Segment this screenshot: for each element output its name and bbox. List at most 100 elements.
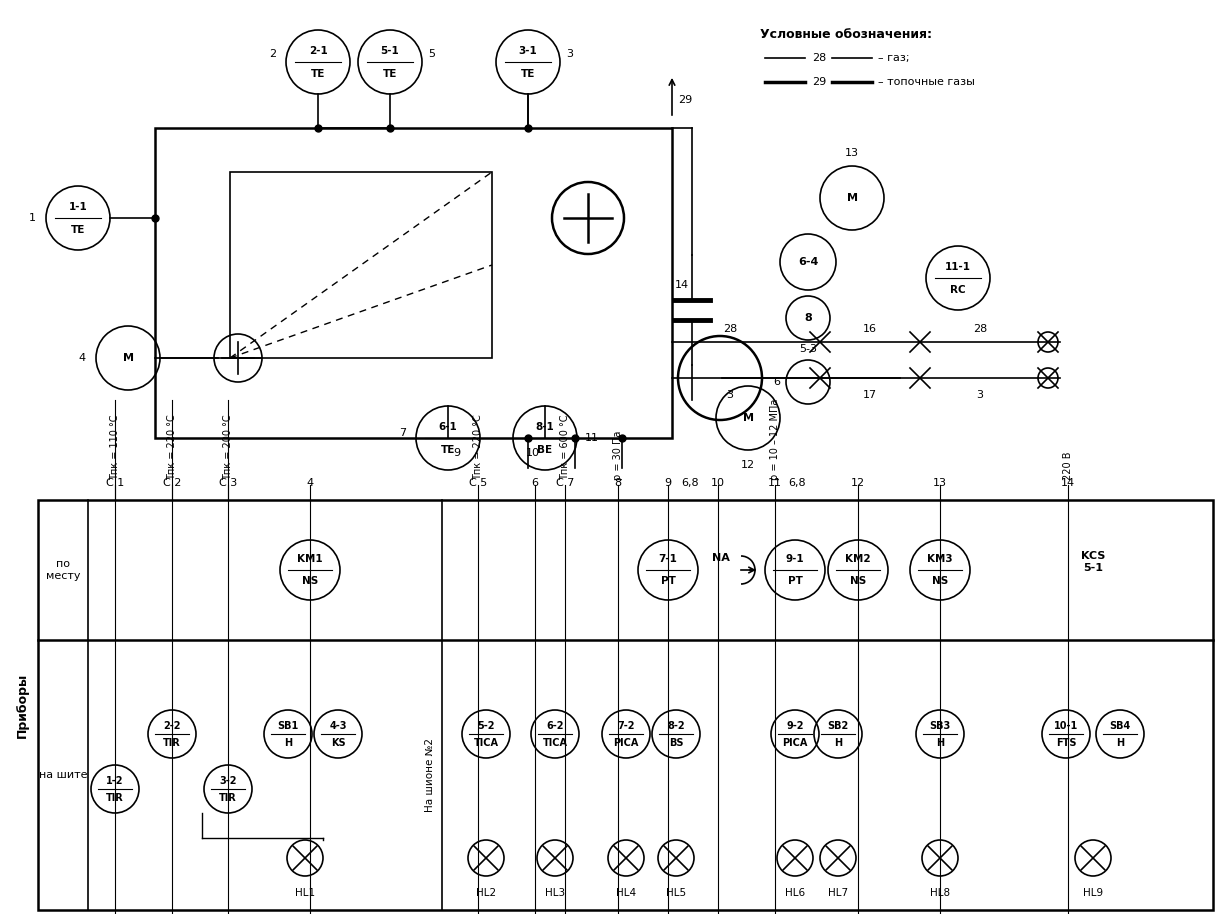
Text: – газ;: – газ; [877,53,909,63]
Text: 1-2: 1-2 [106,776,123,786]
Text: BS: BS [668,739,683,749]
Bar [155,128,672,438]
Text: 8-2: 8-2 [667,720,684,730]
Text: HL7: HL7 [829,888,848,898]
Text: 12: 12 [851,478,865,488]
Text: 10: 10 [711,478,725,488]
Text: H: H [936,739,945,749]
Text: H: H [833,739,842,749]
Text: TE: TE [310,69,325,80]
Text: BE: BE [538,445,552,455]
Text: 28: 28 [973,324,987,334]
Text: HL9: HL9 [1083,888,1103,898]
Text: 10-1: 10-1 [1053,720,1078,730]
Text: TIR: TIR [106,793,123,803]
Text: 3-2: 3-2 [219,776,237,786]
Text: 6-2: 6-2 [546,720,563,730]
Text: 11-1: 11-1 [945,261,971,271]
Text: TICA: TICA [473,739,499,749]
Text: 11: 11 [767,478,782,488]
Text: 10: 10 [525,448,540,458]
Text: – топочные газы: – топочные газы [877,77,975,87]
Text: 6,8: 6,8 [681,478,699,488]
Text: Tпк = 600 °C: Tпк = 600 °C [560,415,569,480]
Text: RC: RC [951,285,965,295]
Text: 3: 3 [976,390,984,400]
Text: Условные обозначения:: Условные обозначения: [760,28,932,41]
Text: Tпк = 110 °C: Tпк = 110 °C [110,415,120,480]
Text: 6-4: 6-4 [798,257,819,267]
Text: 220 В: 220 В [1063,452,1073,480]
Text: 8: 8 [615,478,622,488]
Text: TIR: TIR [219,793,237,803]
Text: C 3: C 3 [219,478,237,488]
Text: TICA: TICA [543,739,567,749]
Text: Tпк = 200 °C: Tпк = 200 °C [222,414,233,480]
Bar [38,500,1213,910]
Text: 8: 8 [804,313,811,323]
Text: HL5: HL5 [666,888,686,898]
Text: 1-1: 1-1 [68,202,88,212]
Text: C 1: C 1 [106,478,125,488]
Text: 2-1: 2-1 [309,46,327,56]
Text: 9-2: 9-2 [786,720,804,730]
Text: NS: NS [932,577,948,587]
Text: 11: 11 [585,433,599,443]
Text: NS: NS [849,577,866,587]
Text: 4: 4 [307,478,314,488]
Text: 7-2: 7-2 [617,720,634,730]
Text: 5: 5 [428,49,435,59]
Text: 6-1: 6-1 [439,421,457,431]
Text: 9: 9 [453,448,461,458]
Text: 3: 3 [566,49,573,59]
Text: C 2: C 2 [163,478,181,488]
Text: KS: KS [331,739,346,749]
Text: 2: 2 [269,49,276,59]
Text: PT: PT [661,577,676,587]
Text: 3: 3 [727,390,733,400]
Text: 5-3: 5-3 [799,344,818,354]
Text: по
месту: по месту [45,559,81,580]
Text: TIR: TIR [163,739,181,749]
Text: 7-1: 7-1 [659,555,677,565]
Text: 28: 28 [723,324,737,334]
Text: 3-1: 3-1 [518,46,538,56]
Text: HL8: HL8 [930,888,949,898]
Text: NA: NA [712,553,730,563]
Text: Tпк = 220 °C: Tпк = 220 °C [167,414,177,480]
Text: 6: 6 [774,377,780,387]
Text: TE: TE [441,445,455,455]
Text: 9-1: 9-1 [786,555,804,565]
Text: 6: 6 [532,478,539,488]
Text: SB4: SB4 [1110,720,1130,730]
Text: FTS: FTS [1056,739,1077,749]
Text: TE: TE [71,225,86,235]
Bar [230,172,492,358]
Text: HL3: HL3 [545,888,565,898]
Text: KM3: KM3 [927,555,953,565]
Text: SB1: SB1 [277,720,298,730]
Text: 9: 9 [665,478,672,488]
Text: 17: 17 [863,390,877,400]
Text: p = 30 Па: p = 30 Па [613,430,623,480]
Text: На шионе №2: На шионе №2 [425,738,435,812]
Text: PICA: PICA [782,739,808,749]
Text: KM2: KM2 [846,555,871,565]
Text: HL2: HL2 [475,888,496,898]
Text: HL6: HL6 [785,888,805,898]
Text: 13: 13 [934,478,947,488]
Text: 28: 28 [811,53,826,63]
Text: TE: TE [382,69,397,80]
Text: NS: NS [302,577,318,587]
Text: M: M [122,353,133,363]
Text: 14: 14 [1061,478,1075,488]
Text: 7: 7 [398,428,406,438]
Text: SB3: SB3 [930,720,951,730]
Text: TE: TE [521,69,535,80]
Text: HL1: HL1 [295,888,315,898]
Text: 4-3: 4-3 [329,720,347,730]
Text: 5-1: 5-1 [380,46,400,56]
Text: 29: 29 [678,95,692,105]
Text: C 7: C 7 [556,478,574,488]
Text: 4: 4 [79,353,86,363]
